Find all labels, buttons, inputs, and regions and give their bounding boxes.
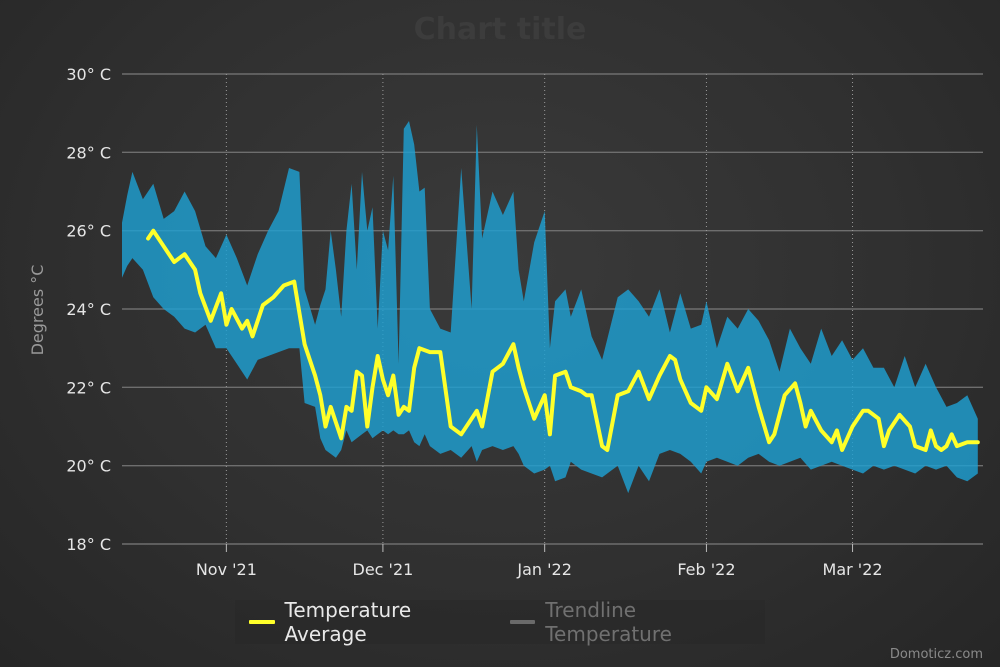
y-tick-label: 26° C [66,222,111,241]
temperature-average-line[interactable] [146,228,980,452]
y-tick-label: 30° C [66,65,111,84]
legend-item-temperature-average[interactable]: Temperature Average [249,598,496,646]
legend-swatch-trendline-temperature [509,620,536,624]
x-tick-label: Dec '21 [353,560,414,579]
y-tick-label: 28° C [66,143,111,162]
legend-label-temperature-average: Temperature Average [284,598,412,646]
y-tick-label: 18° C [66,535,111,554]
legend-item-trendline-temperature[interactable]: Trendline Temperature [509,598,765,646]
y-axis-label: Degrees °C [28,265,47,356]
credits-link[interactable]: Domoticz.com [890,647,983,662]
y-tick-label: 22° C [66,378,111,397]
y-tick-label: 20° C [66,457,111,476]
x-tick-label: Nov '21 [196,560,257,579]
legend: Temperature Average Trendline Temperatur… [235,598,765,646]
x-tick-label: Feb '22 [677,560,735,579]
x-tick-label: Jan '22 [516,560,572,579]
legend-swatch-temperature-average [249,620,275,624]
y-tick-label: 24° C [66,300,111,319]
x-tick-label: Mar '22 [823,560,883,579]
temperature-range-area[interactable] [122,121,978,494]
chart-title: Chart title [414,12,587,47]
legend-label-trendline-temperature: Trendline Temperature [545,598,672,646]
